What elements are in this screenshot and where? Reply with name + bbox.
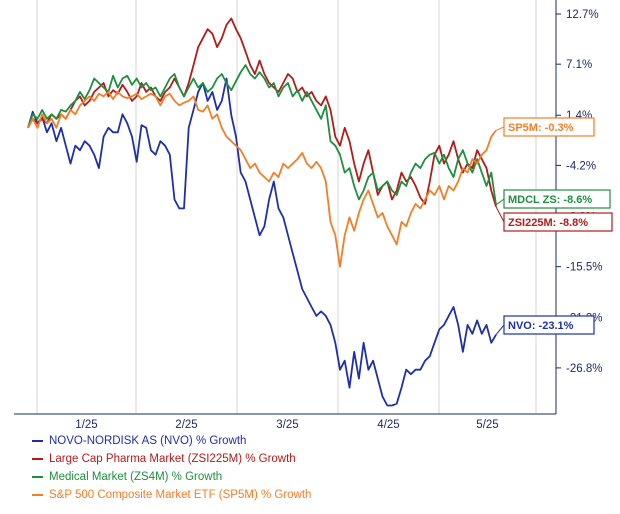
legend-swatch xyxy=(32,440,43,442)
end-label-connector xyxy=(495,206,505,223)
legend: NOVO-NORDISK AS (NVO) % Growth Large Cap … xyxy=(32,432,532,504)
x-tick-label: 3/25 xyxy=(276,419,298,431)
series-line xyxy=(27,64,497,205)
legend-item: Medical Market (ZS4M) % Growth xyxy=(32,468,532,486)
y-tick-label: -15.5% xyxy=(566,262,602,274)
legend-swatch xyxy=(32,494,43,496)
y-tick-label: 12.7% xyxy=(566,9,599,21)
end-label-connector xyxy=(495,324,505,336)
y-tick-label: 7.1% xyxy=(566,59,592,71)
series-lines xyxy=(27,17,497,407)
x-tick-label: 5/25 xyxy=(476,419,498,431)
x-tick-label: 2/25 xyxy=(175,419,197,431)
end-label-connector xyxy=(495,126,505,131)
x-tick-label: 1/25 xyxy=(75,419,97,431)
y-tick-label: -4.2% xyxy=(566,160,596,172)
legend-label: Large Cap Pharma Market (ZSI225M) % Grow… xyxy=(49,453,296,465)
legend-label: Medical Market (ZS4M) % Growth xyxy=(49,471,223,483)
end-label: SP5M: -0.3% xyxy=(508,122,574,134)
end-label: MDCL ZS: -8.6% xyxy=(508,194,592,206)
plot-background xyxy=(14,0,556,414)
legend-item: NOVO-NORDISK AS (NVO) % Growth xyxy=(32,432,532,450)
y-tick-label: -26.8% xyxy=(566,363,602,375)
legend-swatch xyxy=(32,458,43,460)
end-label-box xyxy=(503,117,595,137)
end-label-connector xyxy=(495,198,505,206)
end-label-box xyxy=(503,212,613,232)
legend-label: NOVO-NORDISK AS (NVO) % Growth xyxy=(49,435,247,447)
legend-swatch xyxy=(32,476,43,478)
end-label: NVO: -23.1% xyxy=(508,320,574,332)
legend-label: S&P 500 Composite Market ETF (SP5M) % Gr… xyxy=(49,489,312,501)
x-tick-label: 4/25 xyxy=(377,419,399,431)
end-label: ZSI225M: -8.8% xyxy=(508,217,588,229)
end-label-box xyxy=(503,315,595,335)
x-axis-ticks: 1/25 2/25 3/25 4/25 5/25 xyxy=(75,419,498,431)
series-line xyxy=(27,91,497,268)
legend-item: Large Cap Pharma Market (ZSI225M) % Grow… xyxy=(32,450,532,468)
end-label-box xyxy=(503,189,611,209)
series-line xyxy=(27,77,497,407)
legend-item: S&P 500 Composite Market ETF (SP5M) % Gr… xyxy=(32,486,532,504)
series-end-labels: NVO: -23.1% ZSI225M: -8.8% MDCL ZS: -8.6% S… xyxy=(495,117,613,336)
